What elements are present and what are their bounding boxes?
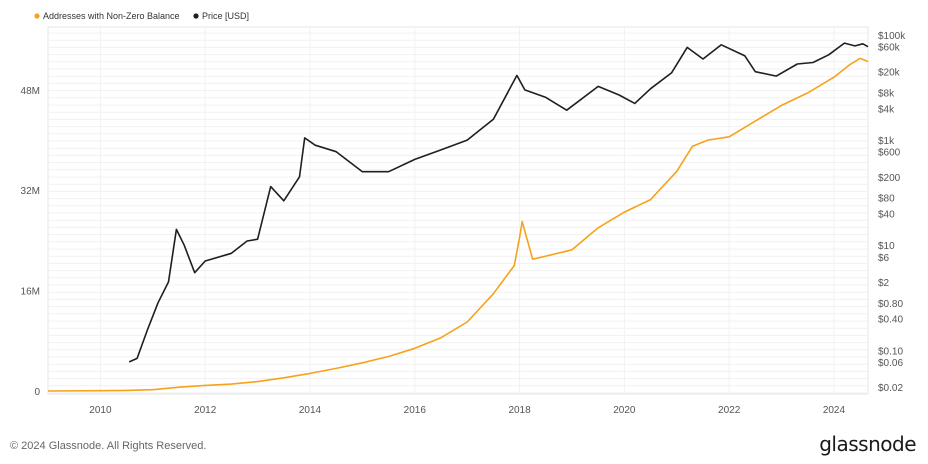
left-tick-label: 48M xyxy=(21,86,40,97)
legend-swatch-price xyxy=(193,13,199,19)
series xyxy=(47,42,869,392)
right-axis: $100k$60k$20k$8k$4k$1k$600$200$80$40$10$… xyxy=(878,31,906,394)
left-tick-label: 0 xyxy=(34,387,40,398)
legend-swatch-addresses xyxy=(34,13,40,19)
right-tick-label: $4k xyxy=(878,104,895,115)
right-tick-label: $0.10 xyxy=(878,346,903,357)
left-axis: 0 16M 32M 48M xyxy=(21,86,41,398)
right-tick-label: $0.02 xyxy=(878,383,903,394)
series-line-addresses xyxy=(47,57,869,392)
right-tick-label: $0.80 xyxy=(878,299,903,310)
left-tick-label: 32M xyxy=(21,186,40,197)
x-tick-label: 2020 xyxy=(613,405,636,416)
right-tick-label: $0.06 xyxy=(878,358,903,369)
series-line-price xyxy=(128,42,869,363)
left-tick-label: 16M xyxy=(21,287,40,298)
right-tick-label: $6 xyxy=(878,253,890,264)
right-tick-label: $1k xyxy=(878,136,895,147)
plot-area xyxy=(47,26,869,395)
right-tick-label: $200 xyxy=(878,173,901,184)
brand-logo[interactable]: glassnode xyxy=(819,432,916,456)
right-tick-label: $10 xyxy=(878,241,895,252)
legend: Addresses with Non-Zero Balance Price [U… xyxy=(34,11,249,21)
right-tick-label: $600 xyxy=(878,148,901,159)
x-tick-label: 2024 xyxy=(823,405,846,416)
right-tick-label: $0.40 xyxy=(878,315,903,326)
x-tick-label: 2014 xyxy=(299,405,322,416)
x-tick-label: 2012 xyxy=(194,405,217,416)
x-tick-label: 2010 xyxy=(89,405,112,416)
copyright-text: © 2024 Glassnode. All Rights Reserved. xyxy=(10,440,207,452)
legend-label-price: Price [USD] xyxy=(202,11,249,21)
legend-label-addresses: Addresses with Non-Zero Balance xyxy=(43,11,180,21)
right-tick-label: $100k xyxy=(878,31,906,42)
x-tick-label: 2022 xyxy=(718,405,741,416)
right-tick-label: $80 xyxy=(878,194,895,205)
x-axis: 2010 2012 2014 2016 2018 2020 2022 2024 xyxy=(89,405,845,416)
x-tick-label: 2016 xyxy=(404,405,427,416)
x-tick-label: 2018 xyxy=(508,405,531,416)
grid xyxy=(48,27,868,394)
right-tick-label: $2 xyxy=(878,278,890,289)
right-tick-label: $60k xyxy=(878,43,901,54)
right-tick-label: $40 xyxy=(878,210,895,221)
right-tick-label: $20k xyxy=(878,68,901,79)
right-tick-label: $8k xyxy=(878,89,895,100)
